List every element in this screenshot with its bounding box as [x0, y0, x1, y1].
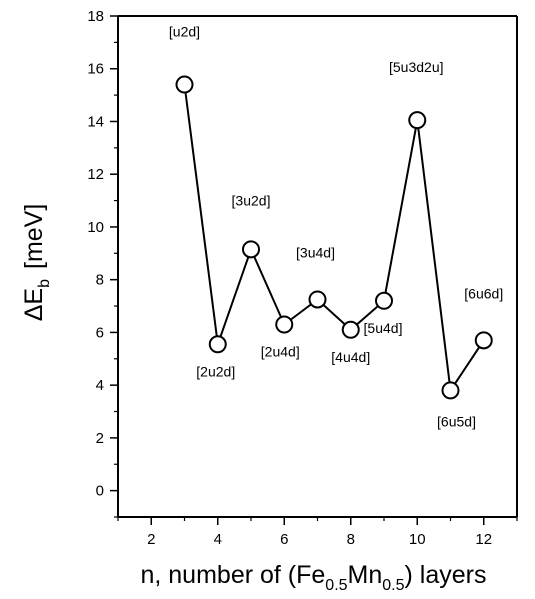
point-annotation: [4u4d] [331, 349, 370, 365]
x-tick-label: 2 [147, 531, 155, 548]
y-tick-label: 14 [87, 113, 104, 130]
tick-labels: 2 4 6 8 10 12 0 2 4 6 8 10 12 14 16 18 [87, 8, 492, 548]
point-annotation: [5u3d2u] [389, 59, 444, 75]
y-tick-label: 10 [87, 219, 104, 236]
data-point [375, 291, 393, 310]
y-axis-title: ΔEb[meV] [20, 204, 53, 322]
annotations: [u2d] [2u2d] [3u2d] [2u4d] [3u4d] [4u4d] [5u4d… [169, 24, 503, 430]
point-annotation: [2u2d] [196, 363, 235, 379]
data-point [474, 331, 493, 350]
data-point [341, 320, 360, 339]
plot-frame [117, 15, 518, 518]
series-line [183, 84, 485, 394]
data-point [208, 335, 227, 354]
x-axis-title: n, number of (Fe0.5Mn0.5) layers [140, 561, 486, 594]
data-point [441, 381, 460, 400]
x-tick-label: 12 [475, 531, 492, 548]
data-point [275, 315, 294, 334]
y-tick-label: 4 [96, 377, 104, 394]
y-tick-label: 8 [96, 272, 104, 289]
point-annotation: [2u4d] [261, 344, 300, 360]
data-point [408, 111, 427, 130]
point-annotation: [3u4d] [296, 244, 335, 260]
point-annotation: [5u4d] [364, 320, 403, 336]
point-annotation: [6u5d] [437, 413, 476, 429]
x-tick-label: 6 [280, 531, 288, 548]
data-point [308, 290, 327, 309]
y-tick-label: 12 [87, 166, 104, 183]
y-tick-label: 16 [87, 61, 104, 78]
y-tick-label: 18 [87, 8, 104, 25]
x-tick-label: 10 [409, 531, 426, 548]
point-annotation: [u2d] [169, 24, 200, 40]
x-tick-label: 4 [214, 531, 222, 548]
ticks [110, 15, 518, 525]
y-tick-label: 2 [96, 430, 104, 447]
x-tick-label: 8 [347, 531, 355, 548]
y-tick-label: 6 [96, 324, 104, 341]
y-tick-label: 0 [96, 483, 104, 500]
data-point [242, 240, 260, 259]
data-point [175, 75, 194, 94]
point-annotation: [6u6d] [464, 285, 503, 301]
point-annotation: [3u2d] [232, 192, 271, 208]
series-layer [175, 75, 493, 400]
